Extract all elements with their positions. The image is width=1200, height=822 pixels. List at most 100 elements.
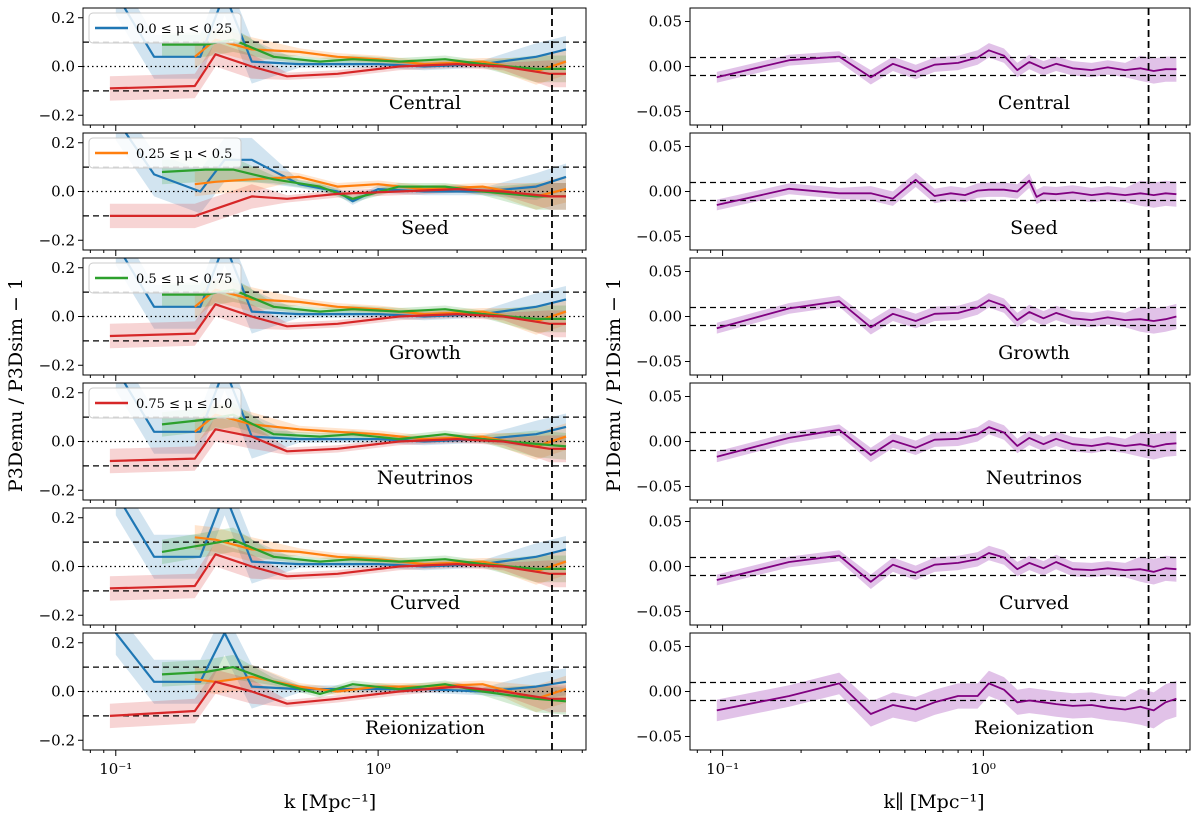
panel-label: Reionization xyxy=(365,717,485,739)
left-column-p3d: −0.2 0.0 0.2 Central 0.0 ≤ μ < 0.25 −0.2 0.0 0.… xyxy=(39,7,587,778)
left-x-axis-label: k [Mpc⁻¹] xyxy=(284,791,376,813)
mu4-band xyxy=(109,183,567,229)
mu2-band xyxy=(194,277,567,335)
right-column-p1d: −0.050.000.05Central−0.050.000.05Seed−0.… xyxy=(636,7,1191,778)
left-panel-curved: −0.2 0.0 0.2 Curved xyxy=(39,507,587,631)
panel-label: Growth xyxy=(998,342,1070,364)
p1d-band xyxy=(716,419,1177,463)
panel-label: Curved xyxy=(999,592,1069,614)
right-panel-curved: −0.05 0.00 0.05 Curved xyxy=(636,507,1191,631)
x-tick-label: 10⁻¹ xyxy=(706,760,739,778)
y-tick-label: 0.00 xyxy=(649,683,682,701)
left-panel-neutrinos: −0.2 0.0 0.2 Neutrinos 0.75 ≤ μ ≤ 1.0 xyxy=(39,382,587,506)
legend-label: 0.25 ≤ μ < 0.5 xyxy=(136,147,232,162)
legend-frame xyxy=(88,137,242,169)
legend-box: 0.0 ≤ μ < 0.25 xyxy=(88,12,242,44)
y-tick-label: −0.05 xyxy=(636,603,682,621)
y-tick-label: −0.05 xyxy=(636,353,682,371)
y-tick-label: 0.2 xyxy=(51,509,75,527)
y-tick-label: −0.2 xyxy=(39,106,75,124)
p1d-band xyxy=(716,545,1177,589)
x-tick-label: 10⁰ xyxy=(366,760,391,778)
left-panel-central: −0.2 0.0 0.2 Central 0.0 ≤ μ < 0.25 xyxy=(39,7,587,131)
x-tick-label: 10⁰ xyxy=(971,760,996,778)
y-tick-label: 0.0 xyxy=(51,183,75,201)
y-tick-label: 0.05 xyxy=(649,138,682,156)
right-x-axis-label: k∥ [Mpc⁻¹] xyxy=(883,791,984,813)
y-tick-label: 0.05 xyxy=(649,13,682,31)
legend-label: 0.0 ≤ μ < 0.25 xyxy=(136,22,232,37)
y-tick-label: −0.2 xyxy=(39,481,75,499)
y-tick-label: 0.00 xyxy=(649,183,682,201)
y-tick-label: 0.2 xyxy=(51,9,75,27)
y-tick-label: 0.2 xyxy=(51,259,75,277)
legend-label: 0.75 ≤ μ ≤ 1.0 xyxy=(136,397,232,412)
panel-label: Central xyxy=(389,92,461,114)
panel-label: Seed xyxy=(1010,217,1058,239)
p1d-band xyxy=(716,172,1177,211)
y-tick-label: −0.05 xyxy=(636,103,682,121)
y-tick-label: 0.2 xyxy=(51,384,75,402)
left-panel-reionization: −0.2 0.0 0.2 Reionization 10⁻¹ 10⁰ xyxy=(39,632,587,778)
p1d-line xyxy=(716,682,1177,715)
mu2-band xyxy=(194,402,567,460)
panel-label: Central xyxy=(998,92,1070,114)
left-panel-seed: −0.2 0.0 0.2 Seed 0.25 ≤ μ < 0.5 xyxy=(39,132,587,256)
mu4-line xyxy=(109,680,566,717)
y-tick-label: 0.00 xyxy=(649,558,682,576)
p1d-line xyxy=(716,178,1177,206)
mu3-band xyxy=(162,527,566,583)
left-y-axis-label: P3Demu / P3Dsim − 1 xyxy=(5,278,27,492)
y-tick-label: 0.05 xyxy=(649,263,682,281)
y-tick-label: 0.00 xyxy=(649,433,682,451)
left-panel-growth: −0.2 0.0 0.2 Growth 0.5 ≤ μ < 0.75 xyxy=(39,257,587,381)
panel-label: Neutrinos xyxy=(986,467,1082,489)
mu4-line xyxy=(109,428,566,463)
panel-label: Neutrinos xyxy=(377,467,473,489)
right-panel-neutrinos: −0.05 0.00 0.05 Neutrinos xyxy=(636,382,1191,506)
panel-label: Seed xyxy=(401,217,449,239)
mu4-line xyxy=(109,553,566,590)
legend-frame xyxy=(88,262,242,294)
p1d-line xyxy=(716,552,1177,583)
mu4-line xyxy=(109,188,566,217)
legend-frame xyxy=(88,12,242,44)
y-tick-label: 0.00 xyxy=(649,308,682,326)
legend-label: 0.5 ≤ μ < 0.75 xyxy=(136,272,232,287)
panel-label: Curved xyxy=(390,592,460,614)
y-tick-label: −0.05 xyxy=(636,478,682,496)
y-tick-label: 0.2 xyxy=(51,634,75,652)
legend-box: 0.75 ≤ μ ≤ 1.0 xyxy=(88,387,242,419)
y-tick-label: −0.05 xyxy=(636,728,682,746)
panel-label: Growth xyxy=(389,342,461,364)
right-panel-seed: −0.05 0.00 0.05 Seed xyxy=(636,132,1191,256)
mu4-line xyxy=(109,53,566,90)
x-tick-label: 10⁻¹ xyxy=(99,760,132,778)
y-tick-label: −0.2 xyxy=(39,231,75,249)
p1d-line xyxy=(716,426,1177,458)
y-tick-label: 0.0 xyxy=(51,558,75,576)
axis-labels: k [Mpc⁻¹] k∥ [Mpc⁻¹] P3Demu / P3Dsim − 1… xyxy=(5,278,985,813)
p1d-line xyxy=(716,49,1177,79)
y-tick-label: 0.0 xyxy=(51,683,75,701)
y-tick-label: 0.05 xyxy=(649,388,682,406)
panel-label: Reionization xyxy=(974,717,1094,739)
y-tick-label: 0.2 xyxy=(51,134,75,152)
y-tick-label: 0.0 xyxy=(51,308,75,326)
y-tick-label: 0.00 xyxy=(649,58,682,76)
mu4-line xyxy=(109,303,566,338)
y-tick-label: 0.05 xyxy=(649,638,682,656)
y-tick-label: 0.05 xyxy=(649,513,682,531)
y-tick-label: −0.2 xyxy=(39,356,75,374)
y-tick-label: −0.2 xyxy=(39,606,75,624)
y-tick-label: −0.05 xyxy=(636,228,682,246)
right-panel-growth: −0.05 0.00 0.05 Growth xyxy=(636,257,1191,381)
right-panel-reionization: −0.05 0.00 0.05 Reionization 10⁻¹ 10⁰ xyxy=(636,632,1191,778)
legend-box: 0.25 ≤ μ < 0.5 xyxy=(88,137,242,169)
mu2-band xyxy=(194,27,567,85)
p1d-line xyxy=(716,299,1177,330)
legend-box: 0.5 ≤ μ < 0.75 xyxy=(88,262,242,294)
right-y-axis-label: P1Demu / P1Dsim − 1 xyxy=(603,278,625,492)
mu3-line xyxy=(161,168,566,200)
